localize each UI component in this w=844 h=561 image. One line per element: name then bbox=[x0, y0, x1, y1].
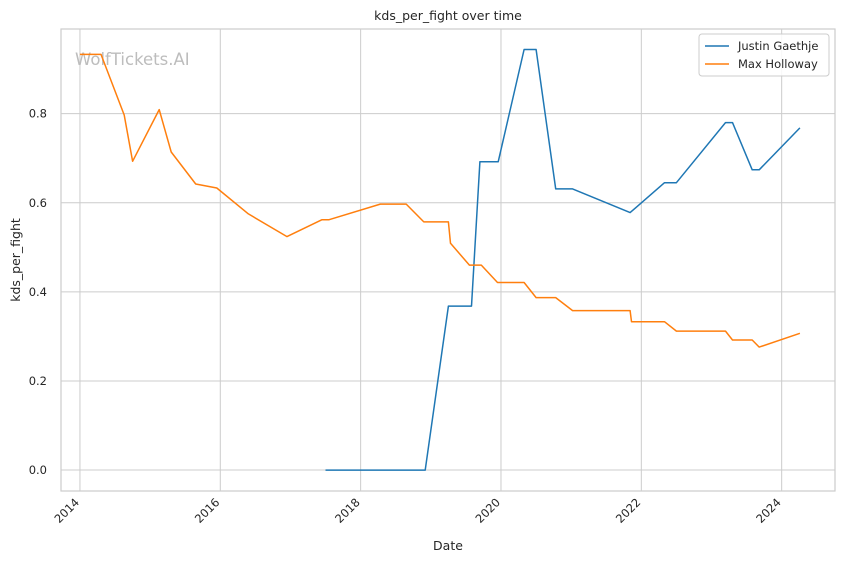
legend-label-justin-gaethje: Justin Gaethje bbox=[737, 39, 818, 53]
x-tick-label: 2014 bbox=[51, 495, 82, 526]
plot-frame bbox=[60, 28, 836, 492]
y-axis-label: kds_per_fight bbox=[8, 218, 23, 302]
x-tick-label: 2018 bbox=[332, 495, 363, 526]
legend-box bbox=[698, 33, 830, 77]
watermark: WolfTickets.AI bbox=[75, 50, 190, 69]
x-axis-label: Date bbox=[433, 538, 463, 553]
legend: Justin Gaethje Max Holloway bbox=[698, 33, 830, 77]
x-tick-label: 2020 bbox=[472, 495, 503, 526]
x-tick-label: 2022 bbox=[613, 495, 644, 526]
grid-layer bbox=[61, 29, 835, 491]
series-layer bbox=[79, 48, 801, 471]
x-tick-label: 2016 bbox=[192, 495, 223, 526]
series-line-max-holloway bbox=[79, 53, 801, 348]
series-line-justin-gaethje bbox=[325, 48, 801, 471]
y-tick-label: 0.4 bbox=[29, 285, 47, 299]
x-tick-label: 2024 bbox=[753, 495, 784, 526]
y-tick-label: 0.2 bbox=[29, 374, 47, 388]
tick-layer: 2014 2016 2018 2020 2022 2024 0.0 0.2 0.4 0.6 0.8 bbox=[29, 107, 784, 526]
chart-title: kds_per_fight over time bbox=[374, 8, 522, 23]
legend-label-max-holloway: Max Holloway bbox=[738, 57, 818, 71]
y-tick-label: 0.6 bbox=[29, 196, 47, 210]
y-tick-label: 0.0 bbox=[29, 463, 47, 477]
y-tick-label: 0.8 bbox=[29, 107, 47, 121]
